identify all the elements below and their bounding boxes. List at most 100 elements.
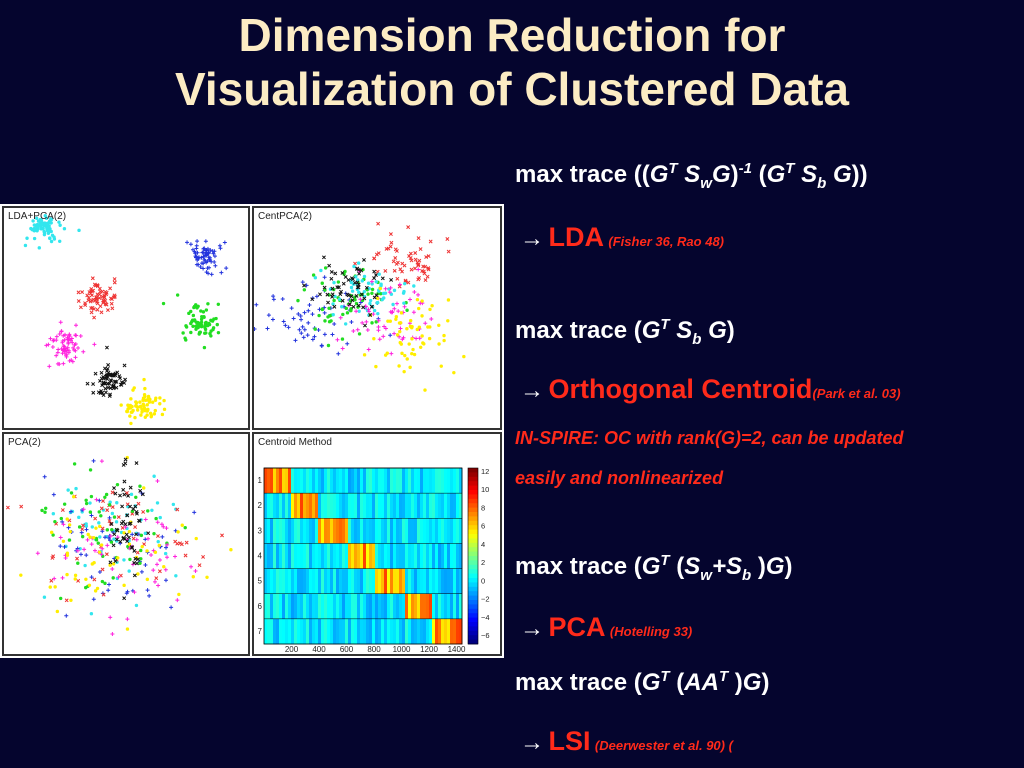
scatter-point bbox=[412, 284, 416, 288]
heatmap-cell bbox=[390, 618, 394, 645]
heatmap-cell bbox=[408, 468, 412, 494]
scatter-point bbox=[101, 300, 106, 305]
scatter-point bbox=[65, 572, 69, 577]
scatter-point bbox=[158, 402, 162, 406]
scatter-point bbox=[208, 248, 213, 253]
colorbar-segment bbox=[468, 639, 478, 645]
heatmap-cell bbox=[309, 568, 313, 595]
scatter-point bbox=[47, 364, 52, 369]
heatmap-cell bbox=[381, 593, 385, 620]
scatter-point bbox=[361, 305, 366, 310]
scatter-point bbox=[305, 333, 310, 338]
heatmap-cell bbox=[396, 468, 400, 494]
scatter-point bbox=[108, 500, 112, 504]
heatmap-cell bbox=[384, 518, 388, 544]
heatmap-cell bbox=[360, 493, 364, 519]
heatmap-cell bbox=[360, 468, 364, 494]
scatter-point bbox=[383, 291, 388, 295]
scatter-point bbox=[157, 543, 161, 548]
scatter-point bbox=[133, 525, 138, 530]
scatter-point bbox=[138, 561, 142, 565]
scatter-point bbox=[90, 298, 95, 303]
scatter-point bbox=[195, 258, 200, 263]
scatter-point bbox=[327, 320, 332, 324]
scatter-point bbox=[59, 516, 64, 521]
scatter-point bbox=[42, 595, 47, 599]
scatter-point bbox=[127, 542, 132, 546]
scatter-point bbox=[389, 292, 394, 296]
heatmap-cell bbox=[414, 593, 418, 620]
scatter-point bbox=[388, 309, 393, 314]
heatmap-cell bbox=[279, 493, 283, 519]
scatter-point bbox=[383, 268, 388, 273]
heatmap-cell bbox=[378, 593, 382, 620]
heatmap-cell bbox=[456, 593, 460, 620]
scatter-point bbox=[375, 296, 380, 301]
heatmap-cell bbox=[357, 618, 361, 645]
heatmap-cell bbox=[450, 543, 454, 569]
scatter-point bbox=[77, 515, 81, 520]
scatter-point bbox=[188, 242, 193, 247]
heatmap-cell bbox=[450, 493, 454, 519]
scatter-point bbox=[114, 537, 119, 542]
scatter-point bbox=[344, 306, 348, 311]
scatter-point bbox=[306, 320, 311, 325]
scatter-point bbox=[145, 413, 149, 417]
heatmap-y-tick: 7 bbox=[258, 627, 263, 636]
scatter-point bbox=[265, 326, 270, 331]
heatmap-cell bbox=[324, 593, 328, 620]
heatmap-cell bbox=[417, 543, 421, 569]
scatter-point bbox=[372, 256, 377, 261]
heatmap-cell bbox=[393, 518, 397, 544]
scatter-point bbox=[104, 374, 109, 379]
heatmap-cell bbox=[279, 518, 283, 544]
scatter-point bbox=[78, 305, 83, 310]
heatmap-cell bbox=[426, 593, 430, 620]
heatmap-cell bbox=[324, 618, 328, 645]
scatter-point bbox=[89, 513, 94, 518]
scatter-point bbox=[442, 338, 446, 343]
heatmap-cell bbox=[285, 493, 289, 519]
scatter-point bbox=[389, 351, 394, 356]
scatter-point bbox=[83, 303, 88, 308]
scatter-point bbox=[116, 556, 120, 560]
heatmap-cell bbox=[330, 618, 334, 645]
heatmap-cell bbox=[423, 493, 427, 519]
scatter-point bbox=[202, 345, 207, 350]
heatmap-cell bbox=[348, 618, 352, 645]
scatter-point bbox=[336, 285, 341, 290]
heatmap-cell bbox=[315, 618, 319, 645]
heatmap-cell bbox=[303, 593, 307, 620]
heatmap-cell bbox=[309, 543, 313, 569]
scatter-point bbox=[92, 535, 96, 540]
scatter-point bbox=[204, 320, 208, 325]
scatter-point bbox=[142, 377, 146, 382]
scatter-point bbox=[122, 596, 127, 601]
scatter-point bbox=[83, 563, 87, 568]
heatmap-cell bbox=[333, 493, 337, 519]
heatmap-cell bbox=[339, 518, 343, 544]
scatter-point bbox=[319, 343, 324, 348]
scatter-point bbox=[49, 239, 54, 244]
scatter-point bbox=[393, 256, 398, 260]
scatter-point bbox=[84, 585, 88, 590]
scatter-point bbox=[417, 275, 422, 280]
scatter-point bbox=[134, 403, 138, 408]
scatter-point bbox=[357, 332, 362, 336]
scatter-point bbox=[118, 539, 123, 544]
scatter-point bbox=[101, 499, 106, 503]
heatmap-cell bbox=[357, 493, 361, 519]
scatter-point bbox=[111, 576, 115, 580]
scatter-point bbox=[104, 492, 109, 497]
cluster-visualization-figure: LDA+PCA(2) CentPCA(2) PCA(2) Centroid Me… bbox=[0, 204, 504, 658]
scatter-point bbox=[128, 406, 133, 410]
heatmap-cell bbox=[402, 593, 406, 620]
heatmap-cell bbox=[357, 543, 361, 569]
scatter-point bbox=[100, 529, 105, 534]
scatter-point bbox=[91, 382, 96, 386]
scatter-point bbox=[88, 510, 93, 514]
scatter-point bbox=[426, 267, 431, 272]
heatmap-cell bbox=[381, 493, 385, 519]
scatter-point bbox=[380, 297, 384, 302]
scatter-point bbox=[150, 508, 154, 513]
